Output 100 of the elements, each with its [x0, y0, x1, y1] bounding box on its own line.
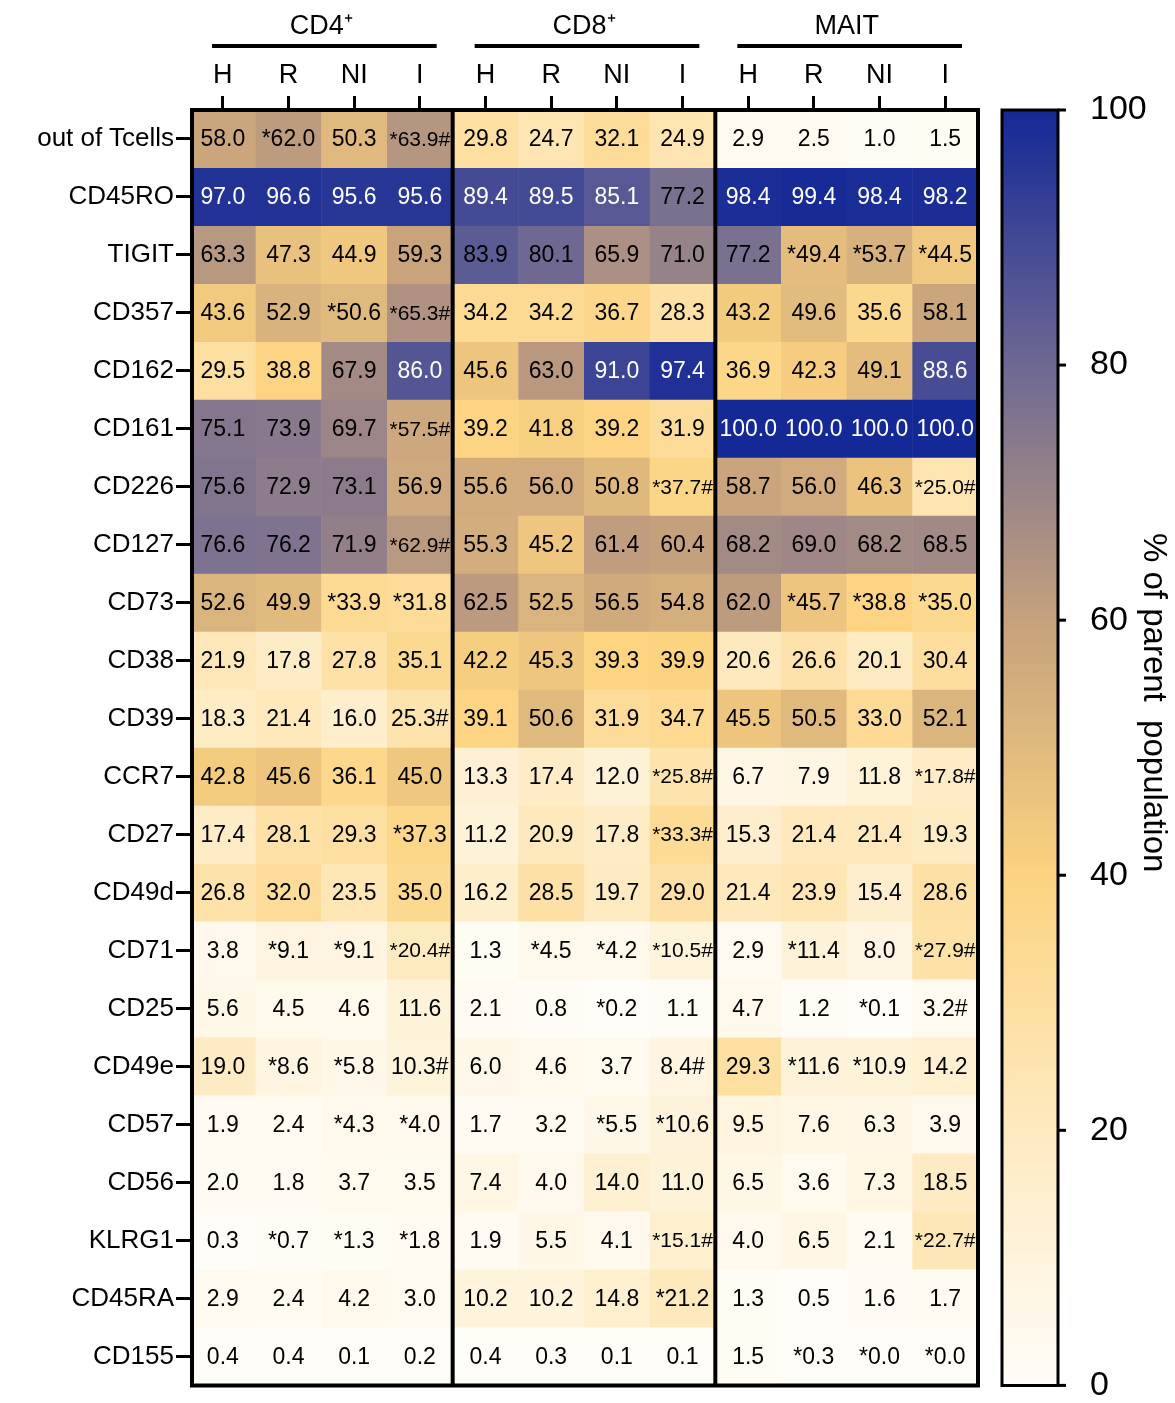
data-label: *5.5: [596, 1110, 638, 1137]
data-label: 58.7: [725, 473, 771, 500]
data-label: 36.7: [594, 299, 640, 326]
y-tick-label: CD49e: [93, 1049, 174, 1080]
data-label: *50.6: [327, 299, 382, 326]
data-label: 14.0: [594, 1168, 640, 1195]
data-label: *62.9#: [389, 532, 451, 556]
data-label: 17.8: [594, 821, 640, 847]
y-tick-label: CD155: [93, 1339, 174, 1370]
data-label: 39.1: [463, 705, 508, 732]
x-tick-label: NI: [340, 59, 368, 90]
data-label: 24.7: [528, 125, 574, 152]
data-label: 98.4: [857, 183, 903, 210]
data-label: 20.1: [857, 647, 902, 674]
data-label: 27.8: [331, 647, 377, 674]
data-label: 99.4: [791, 183, 837, 210]
y-tick-label: CD127: [93, 527, 174, 558]
data-label: 36.9: [725, 357, 771, 384]
data-label: *4.3: [333, 1110, 375, 1137]
data-label: 2.4: [272, 1110, 305, 1137]
data-label: 43.6: [200, 299, 246, 326]
x-tick-label: I: [941, 59, 949, 90]
data-label: 15.4: [857, 878, 903, 905]
data-label: 19.7: [594, 878, 640, 905]
data-label: 89.4: [463, 183, 509, 210]
data-label: 0.5: [797, 1284, 830, 1311]
data-label: *5.8: [333, 1052, 375, 1079]
data-label: *35.0: [918, 589, 973, 616]
data-label: *15.1#: [652, 1228, 714, 1252]
data-label: 2.5: [797, 125, 830, 152]
data-label: 35.0: [397, 878, 443, 905]
color-bar-label: 0: [1090, 1363, 1109, 1402]
data-label: *25.8#: [652, 764, 714, 788]
data-label: 1.5: [732, 1342, 765, 1369]
data-label: 54.8: [660, 589, 705, 616]
y-tick-label: CD45RO: [68, 180, 174, 211]
data-label: *0.0: [859, 1342, 900, 1369]
data-label: 0.4: [206, 1342, 240, 1369]
data-label: 45.6: [463, 357, 508, 384]
data-label: 35.1: [397, 647, 443, 674]
data-label: *8.6: [268, 1052, 309, 1079]
data-label: 4.0: [535, 1168, 568, 1195]
data-label: 3.7: [338, 1168, 371, 1195]
data-label: 0.3: [206, 1226, 239, 1253]
data-label: *0.3: [793, 1342, 835, 1369]
x-tick-label: I: [678, 59, 687, 90]
data-label: 50.8: [594, 473, 640, 500]
data-label: 44.9: [331, 241, 377, 268]
data-label: 4.7: [732, 994, 765, 1021]
data-label: 28.6: [922, 878, 968, 905]
data-label: 2.0: [206, 1168, 239, 1195]
y-tick-label: CCR7: [103, 759, 174, 790]
y-tick-label: CD57: [107, 1107, 174, 1138]
data-label: *17.8#: [914, 764, 976, 788]
y-tick-label: CD73: [107, 585, 174, 616]
data-label: 50.6: [528, 705, 574, 732]
data-label: *49.4: [786, 241, 841, 268]
data-label: 7.9: [797, 763, 830, 790]
data-label: 10.2: [463, 1284, 508, 1311]
data-label: *10.6: [655, 1110, 710, 1137]
y-tick-label: TIGIT: [107, 238, 175, 269]
x-tick-label: R: [541, 59, 561, 90]
data-label: 49.1: [857, 357, 902, 384]
data-label: 0.1: [666, 1342, 699, 1369]
data-label: 97.4: [660, 357, 706, 384]
data-label: 34.7: [660, 705, 705, 732]
data-label: 1.7: [929, 1284, 962, 1311]
y-tick-label: CD49d: [93, 875, 174, 906]
data-label: 68.2: [725, 531, 771, 558]
data-label: *9.1: [268, 936, 309, 963]
data-label: 2.4: [272, 1284, 305, 1311]
data-label: *1.3: [333, 1226, 375, 1253]
data-label: 28.1: [266, 821, 311, 847]
data-label: *63.9#: [389, 126, 451, 150]
data-label: *1.8: [399, 1226, 441, 1253]
data-label: 31.9: [594, 705, 640, 732]
data-label: 63.0: [528, 357, 574, 384]
data-label: 17.4: [528, 763, 574, 790]
data-label: 15.3: [725, 821, 771, 847]
data-label: 8.4#: [660, 1052, 706, 1079]
data-label: 7.6: [797, 1110, 830, 1137]
data-label: *11.6: [787, 1052, 840, 1079]
data-label: 0.1: [338, 1342, 371, 1369]
data-label: *31.8: [392, 589, 447, 616]
y-tick-label: CD357: [93, 296, 174, 327]
data-label: 3.9: [929, 1110, 962, 1137]
data-label: 100.0: [850, 415, 909, 442]
data-label: 2.1: [863, 1226, 896, 1253]
text: CD4⁺: [289, 10, 353, 40]
text: CD8⁺: [552, 10, 616, 40]
data-label: 12.0: [594, 763, 640, 790]
data-label: 2.1: [469, 994, 502, 1021]
x-tick-label: R: [804, 59, 824, 90]
data-label: 73.1: [331, 473, 377, 500]
data-label: 0.1: [600, 1342, 633, 1369]
data-label: 42.8: [200, 763, 246, 790]
data-label: *53.7: [852, 241, 907, 268]
data-label: *37.3: [392, 821, 447, 847]
data-label: 2.9: [206, 1284, 239, 1311]
data-label: 100.0: [785, 415, 843, 442]
